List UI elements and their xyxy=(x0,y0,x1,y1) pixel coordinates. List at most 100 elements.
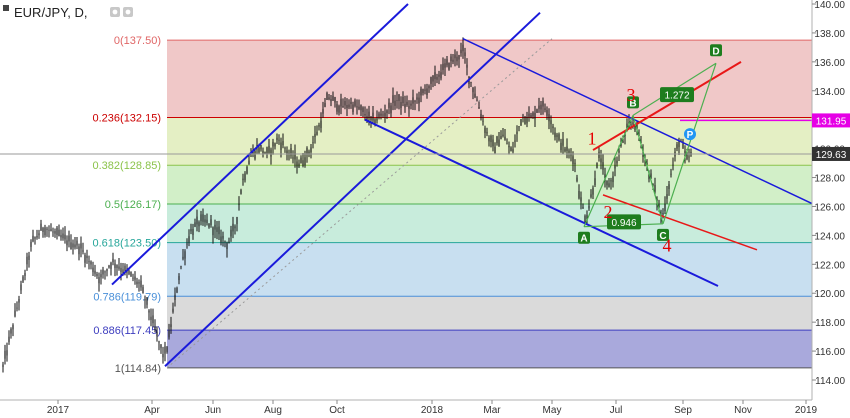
pattern-point-marker[interactable] xyxy=(578,231,590,244)
candle-body xyxy=(476,99,478,101)
candle-body xyxy=(338,105,340,113)
candle-body xyxy=(38,233,40,236)
candle-body xyxy=(72,243,74,248)
collapse-icon[interactable] xyxy=(3,5,9,11)
candle-body xyxy=(398,94,400,101)
price-tag-box xyxy=(812,146,850,161)
candle-body xyxy=(222,235,224,239)
candle-body xyxy=(652,183,654,186)
candle-body xyxy=(502,134,504,137)
candle-body xyxy=(602,162,604,170)
candle-body xyxy=(156,331,158,337)
candle-body xyxy=(370,116,372,121)
candle-body xyxy=(150,316,152,320)
pattern-point-marker[interactable] xyxy=(684,128,696,141)
y-tick-label: 134.00 xyxy=(814,87,845,98)
price-tag-label: 131.95 xyxy=(816,116,847,127)
candle-body xyxy=(604,174,606,181)
candle-body xyxy=(496,136,498,144)
candle-body xyxy=(572,156,574,165)
x-tick-label: 2019 xyxy=(795,405,818,416)
pattern-point-marker[interactable] xyxy=(627,96,639,109)
candle-body xyxy=(328,97,330,100)
candle-body xyxy=(480,113,482,119)
ascending-channel-lower[interactable] xyxy=(164,11,541,367)
candle-body xyxy=(92,267,94,273)
candle-body xyxy=(400,102,402,109)
candle-body xyxy=(532,112,534,117)
pattern-leg-bc[interactable] xyxy=(632,115,664,224)
candle-body xyxy=(286,150,288,154)
fibonacci-lines xyxy=(167,39,812,369)
candle-body xyxy=(490,136,492,143)
descending-channel-upper[interactable] xyxy=(462,38,813,205)
candle-body xyxy=(446,59,448,66)
candle-body xyxy=(220,236,222,243)
price-tag-box xyxy=(812,113,850,128)
candle-body xyxy=(146,297,148,305)
candle-body xyxy=(32,235,34,242)
candle-body xyxy=(608,183,610,187)
pattern-point-marker[interactable] xyxy=(710,44,722,57)
candle-body xyxy=(18,299,20,303)
candle-body xyxy=(74,244,76,248)
visibility-icon[interactable] xyxy=(110,7,120,17)
candle-body xyxy=(266,147,268,154)
pattern-point-marker[interactable] xyxy=(657,228,669,241)
ratio-label: 0.946 xyxy=(611,218,636,229)
candle-body xyxy=(234,226,236,229)
candle-body xyxy=(436,76,438,80)
candle-body xyxy=(306,148,308,155)
candle-body xyxy=(552,126,554,129)
candle-body xyxy=(258,147,260,153)
candle-body xyxy=(322,108,324,114)
price-scale[interactable]: 114.00 116.00 118.00 120.00 122.00 124.00 126.… xyxy=(812,0,845,387)
candle-body xyxy=(168,330,170,338)
candle-body xyxy=(124,265,126,271)
candle-body xyxy=(94,270,96,274)
time-scale[interactable]: 2017 Apr Jun Aug Oct 2018 Mar May Jul Sep Nov 2019 xyxy=(47,400,818,416)
candle-body xyxy=(78,246,80,255)
red-channel-lower[interactable] xyxy=(602,194,758,251)
candle-body xyxy=(228,241,230,244)
fibonacci-retracement[interactable] xyxy=(167,40,812,368)
candle-body xyxy=(90,261,92,265)
candle-body xyxy=(456,56,458,62)
candle-body xyxy=(320,120,322,129)
candle-body xyxy=(550,120,552,125)
candle-body xyxy=(358,106,360,109)
pattern-leg-cd[interactable] xyxy=(662,63,717,225)
candle-body xyxy=(292,157,294,159)
candle-body xyxy=(14,310,16,317)
y-tick-label: 136.00 xyxy=(814,58,845,69)
candle-body xyxy=(300,157,302,164)
descending-channel-lower[interactable] xyxy=(364,118,719,287)
candle-body xyxy=(182,256,184,259)
candle-body xyxy=(418,97,420,104)
candle-body xyxy=(162,353,164,358)
red-channel-upper[interactable] xyxy=(592,60,742,151)
candle-body xyxy=(588,205,590,209)
y-tick-label: 120.00 xyxy=(814,289,845,300)
candle-body xyxy=(670,173,672,175)
candle-body xyxy=(324,103,326,107)
candle-body xyxy=(610,180,612,182)
wave-number-label: 2 xyxy=(604,202,613,222)
candle-body xyxy=(424,89,426,91)
pattern-leg-ab[interactable] xyxy=(583,115,634,227)
candle-body xyxy=(558,134,560,140)
settings-icon[interactable] xyxy=(123,7,133,17)
candle-body xyxy=(308,151,310,154)
ascending-channel-upper[interactable] xyxy=(111,3,409,286)
candle-body xyxy=(138,282,140,284)
candle-body xyxy=(636,122,638,130)
drawing-tools[interactable] xyxy=(0,3,813,369)
fib-band xyxy=(167,242,812,297)
candle-body xyxy=(180,266,182,268)
candle-body xyxy=(688,156,690,158)
harmonic-pattern[interactable]: A B C D P 0.946 1.272 1 2 3 4 xyxy=(578,44,722,255)
x-tick-label: Apr xyxy=(144,405,160,416)
candle-body xyxy=(484,127,486,133)
candle-body xyxy=(250,156,252,157)
